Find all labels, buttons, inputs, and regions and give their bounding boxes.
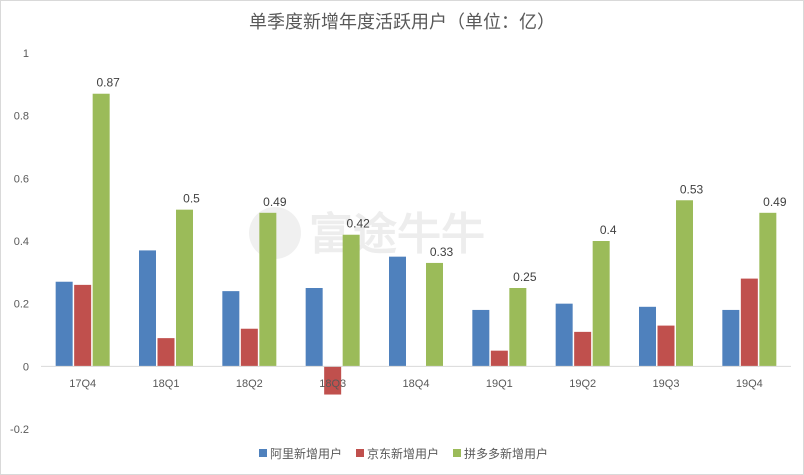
bar bbox=[657, 325, 675, 367]
y-tick-label: 1 bbox=[23, 48, 29, 60]
bar bbox=[139, 250, 156, 367]
x-axis: 17Q4 18Q1 18Q2 18Q3 18Q4 19Q1 19Q2 19Q3 19Q4 bbox=[69, 378, 763, 390]
x-tick-label: 19Q4 bbox=[736, 378, 763, 390]
x-tick-label: 19Q1 bbox=[486, 378, 513, 390]
legend-label: 拼多多新增用户 bbox=[464, 446, 548, 461]
bar bbox=[759, 212, 777, 367]
bar bbox=[722, 309, 740, 367]
data-label: 0.4 bbox=[600, 223, 617, 237]
bar bbox=[490, 350, 508, 367]
bar bbox=[574, 331, 592, 367]
bar bbox=[222, 291, 240, 367]
data-label: 0.53 bbox=[680, 182, 704, 196]
bar bbox=[639, 306, 656, 367]
y-tick-label: 0.6 bbox=[14, 173, 29, 185]
legend-swatch bbox=[356, 449, 364, 457]
y-axis: -0.2 0 0.2 0.4 0.6 0.8 1 bbox=[10, 48, 29, 436]
data-label: 0.5 bbox=[183, 192, 200, 206]
bar bbox=[389, 256, 406, 367]
data-labels: 0.87 0.5 0.49 0.42 0.33 0.25 0.4 0.53 0.49 bbox=[96, 76, 786, 284]
bar bbox=[55, 281, 73, 367]
bar bbox=[426, 262, 443, 367]
x-tick-label: 18Q4 bbox=[403, 378, 430, 390]
bar bbox=[676, 200, 693, 367]
bar bbox=[259, 212, 277, 367]
y-tick-label: 0 bbox=[23, 361, 29, 373]
bar bbox=[92, 93, 110, 367]
data-label: 0.49 bbox=[263, 195, 287, 209]
bar bbox=[176, 209, 193, 367]
x-tick-label: 19Q2 bbox=[569, 378, 596, 390]
bar bbox=[324, 366, 342, 395]
x-tick-label: 18Q3 bbox=[319, 378, 346, 390]
bar bbox=[555, 303, 573, 367]
bar bbox=[472, 309, 490, 367]
y-tick-label: 0.2 bbox=[14, 299, 29, 311]
data-label: 0.33 bbox=[430, 245, 454, 259]
bar bbox=[240, 328, 258, 367]
legend-swatch bbox=[453, 449, 461, 457]
bar bbox=[740, 278, 758, 367]
x-tick-label: 17Q4 bbox=[69, 378, 96, 390]
bar bbox=[74, 284, 92, 367]
chart-title: 单季度新增年度活跃用户（单位：亿） bbox=[249, 12, 555, 33]
data-label: 0.49 bbox=[763, 195, 787, 209]
data-label: 0.87 bbox=[96, 76, 120, 90]
data-label: 0.42 bbox=[346, 217, 370, 231]
bar bbox=[305, 288, 323, 367]
bar bbox=[342, 234, 360, 367]
bar bbox=[592, 241, 610, 367]
watermark-text: 富途牛牛 bbox=[309, 209, 485, 260]
y-tick-label: 0.4 bbox=[14, 236, 29, 248]
data-label: 0.25 bbox=[513, 270, 537, 284]
bar bbox=[157, 338, 175, 367]
x-tick-label: 19Q3 bbox=[653, 378, 680, 390]
legend: 阿里新增用户 京东新增用户 拼多多新增用户 bbox=[259, 446, 548, 461]
bars bbox=[55, 93, 777, 395]
x-tick-label: 18Q2 bbox=[236, 378, 263, 390]
y-tick-label: 0.8 bbox=[14, 111, 29, 123]
bar bbox=[509, 288, 527, 367]
x-tick-label: 18Q1 bbox=[153, 378, 180, 390]
legend-label: 京东新增用户 bbox=[367, 446, 439, 461]
legend-swatch bbox=[259, 449, 267, 457]
legend-label: 阿里新增用户 bbox=[270, 446, 342, 461]
y-tick-label: -0.2 bbox=[10, 424, 29, 436]
